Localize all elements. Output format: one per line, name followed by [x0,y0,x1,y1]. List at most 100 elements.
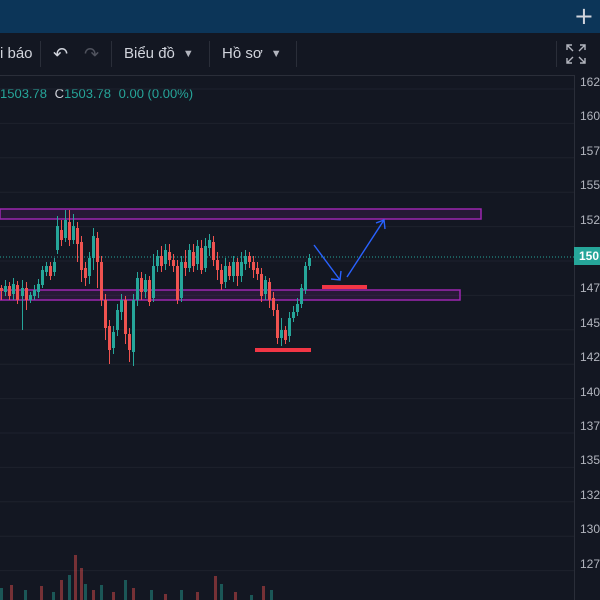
candle [72,214,75,244]
candle [64,210,67,242]
candle [0,285,3,300]
volume-bar [112,592,115,600]
volume-bar [60,580,63,600]
candle [56,216,59,254]
legend-value: 1503.78 [0,86,47,101]
redo-icon[interactable]: ↷ [84,44,100,64]
volume-bar [270,590,273,600]
candle [308,254,311,270]
candle [224,258,227,288]
chevron-down-icon: ▼ [270,48,282,60]
template-dropdown[interactable]: Hồ sơ ▼ [222,33,282,75]
candle [156,250,159,272]
volume-bar [150,590,153,600]
add-tab-button[interactable]: + [573,2,594,30]
fullscreen-icon[interactable] [563,41,589,67]
volume-bar [124,580,127,600]
candle [184,250,187,276]
candle [296,298,299,316]
candle [124,296,127,344]
candle [268,278,271,308]
candle [148,276,151,306]
chart-pane[interactable] [0,75,574,600]
price-tick-label: 140 [580,384,600,399]
candle [248,252,251,268]
candle [152,254,155,302]
volume-bar [40,586,43,600]
candle [132,294,135,366]
alert-button[interactable]: i báo [0,45,33,62]
toolbar-divider [111,41,112,67]
price-tick-label: 137 [580,419,600,433]
candle [120,294,123,320]
candle [37,279,40,298]
candle [104,294,107,340]
legend-change: 0.00 (0.00%) [118,86,194,101]
price-tick-label: 155 [580,178,600,193]
candle [180,256,183,302]
window-titlebar: + [0,0,600,33]
candle [136,272,139,306]
candle [88,252,91,284]
candle [300,284,303,308]
volume-bar [250,595,253,600]
candle [4,280,7,296]
candle [80,236,83,282]
projection-arrow[interactable] [313,219,386,281]
toolbar-divider [556,41,557,67]
volume-bar [24,590,27,600]
candle [244,250,247,270]
candle [260,268,263,302]
price-tick-label: 127 [580,556,600,571]
candle [8,282,11,300]
volume-bar [0,588,3,600]
candle [276,304,279,344]
candle [284,326,287,344]
toolbar-divider [209,41,210,67]
candle [256,262,259,280]
price-tick-label: 145 [580,315,600,330]
volume-bar [80,568,83,600]
volume-bar [74,555,77,600]
resistance-zone[interactable] [0,208,482,220]
candle [292,306,295,322]
candlestick-series [0,210,311,366]
chart-type-dropdown[interactable]: Biểu đồ ▼ [124,33,194,75]
support-zone[interactable] [0,289,461,301]
candle [68,210,71,246]
candle [164,244,167,270]
volume-bar [100,585,103,600]
candle [84,262,87,286]
top-toolbar: i báo ↶ ↷ Biểu đồ ▼ Hồ sơ ▼ [0,33,600,76]
volume-bar [220,584,223,600]
candle [112,326,115,354]
candle [196,240,199,270]
volume-bar [132,588,135,600]
candle [100,256,103,306]
candle [25,282,28,310]
volume-bar [68,575,71,600]
candle [204,238,207,272]
candle [264,276,267,300]
candle [192,244,195,272]
candle [116,304,119,336]
candle [92,228,95,270]
price-scale[interactable]: 162 160 157 155 152 150 147 145 142 140 137 135 132 1… [574,75,600,600]
candle [288,312,291,342]
template-label: Hồ sơ [222,45,263,62]
candle [128,328,131,362]
candle [53,258,56,276]
candle [228,262,231,280]
candle [60,220,63,246]
candle [172,254,175,272]
price-tick-label: 147 [580,281,600,296]
candle [33,285,36,300]
undo-icon[interactable]: ↶ [53,44,69,64]
candle [200,240,203,274]
price-tick-label: 132 [580,487,600,502]
candle [49,262,52,280]
candle [304,262,307,294]
candle [280,318,283,346]
volume-bar [234,592,237,600]
chart-type-label: Biểu đồ [124,45,175,62]
